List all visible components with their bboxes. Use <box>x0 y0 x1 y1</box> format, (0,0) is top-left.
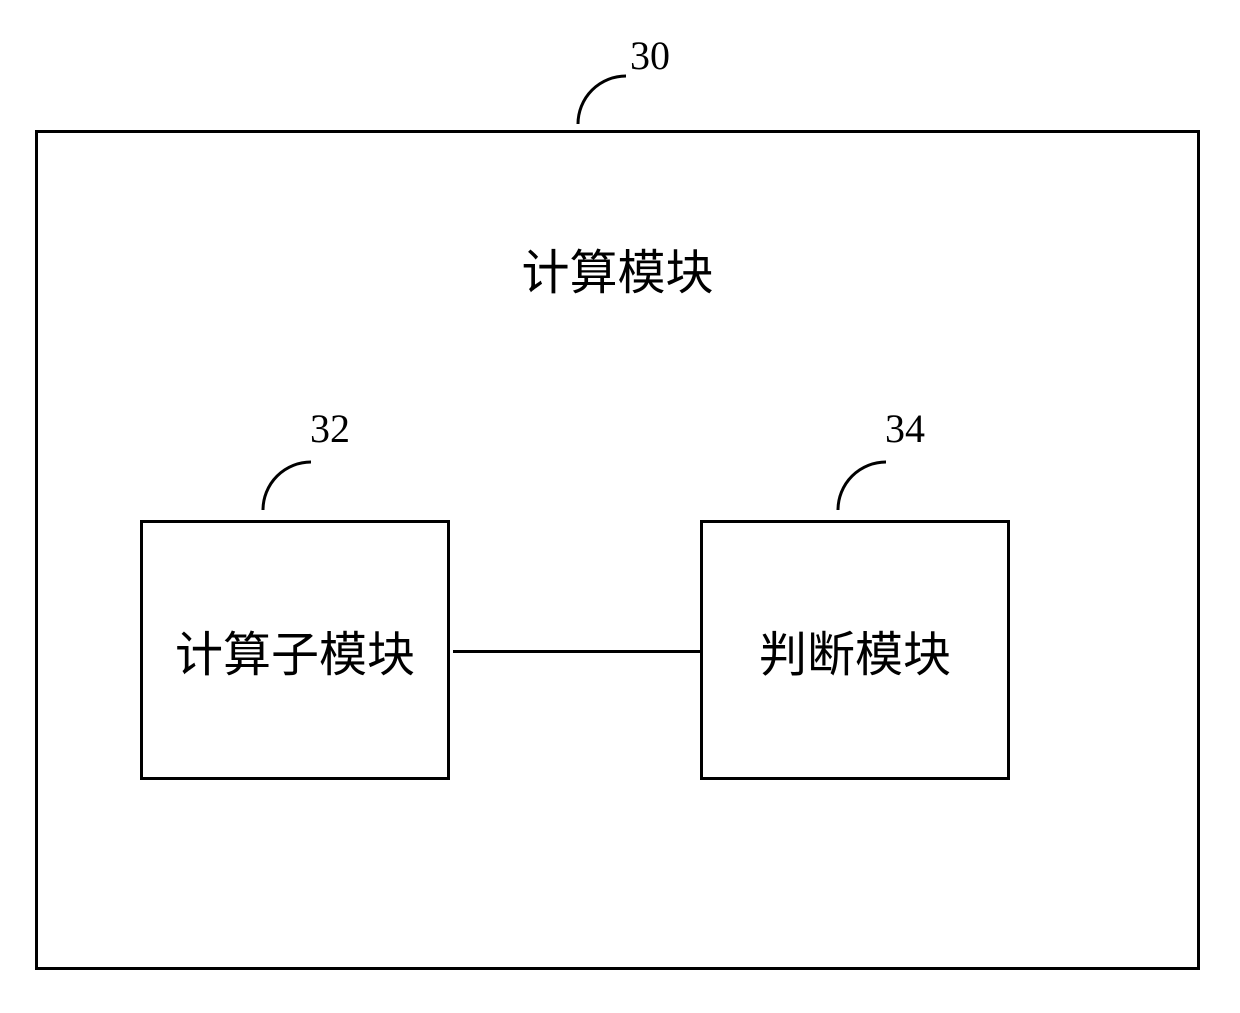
block-diagram: 30 计算模块 32 34 计算子模块 判断模块 <box>0 0 1240 1013</box>
left-module-box: 计算子模块 <box>140 520 450 780</box>
module-connector-line <box>453 650 700 653</box>
right-module-label: 判断模块 <box>759 615 951 685</box>
left-ref-number: 32 <box>310 405 350 452</box>
outer-module-title: 计算模块 <box>521 233 713 303</box>
left-module-label: 计算子模块 <box>175 615 415 685</box>
right-leader-arc <box>830 448 900 528</box>
right-ref-number: 34 <box>885 405 925 452</box>
left-leader-arc <box>255 448 325 528</box>
right-module-box: 判断模块 <box>700 520 1010 780</box>
